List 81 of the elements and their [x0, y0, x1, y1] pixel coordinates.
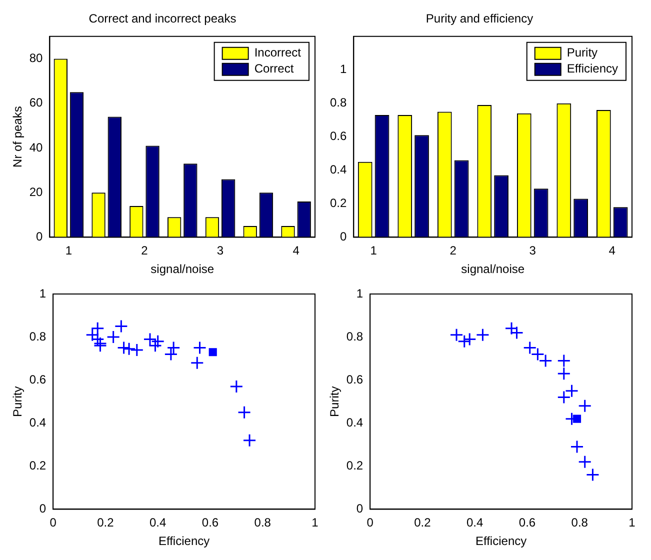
point	[190, 356, 204, 370]
y-tick-label: 20	[29, 184, 44, 199]
y-tick-label: 0.4	[346, 415, 364, 430]
point	[565, 384, 579, 398]
point	[151, 334, 165, 348]
y-tick-label: 0.4	[330, 162, 347, 177]
point	[476, 328, 490, 342]
point	[570, 440, 584, 454]
y-tick-label: 0	[356, 502, 364, 516]
legend-label: Correct	[254, 62, 294, 76]
x-axis-title: Efficiency	[475, 534, 527, 548]
x-tick-label: 1	[628, 516, 636, 530]
x-tick-label: 4	[608, 244, 616, 258]
x-tick-label: 1	[65, 244, 72, 258]
x-tick-label: 0	[366, 516, 374, 530]
x-tick-label: 2	[450, 244, 457, 258]
y-tick-label: 0.2	[346, 458, 364, 472]
y-tick-label: 0.2	[330, 196, 347, 210]
point	[114, 320, 128, 334]
y-tick-label: 60	[29, 96, 44, 110]
point	[578, 455, 592, 469]
point	[117, 341, 131, 355]
point	[557, 390, 571, 404]
x-tick-label: 4	[292, 244, 300, 258]
point	[230, 380, 244, 394]
point	[462, 332, 476, 346]
x-axis-title: signal/noise	[461, 262, 525, 276]
point	[557, 366, 571, 380]
y-axis-title: Purity	[328, 386, 342, 417]
point	[166, 341, 180, 355]
y-tick-label: 0.6	[29, 372, 46, 386]
point	[586, 468, 600, 482]
y-tick-label: 80	[29, 51, 44, 66]
point	[242, 434, 256, 448]
chart-title: Purity and efficiency	[426, 12, 534, 26]
legend-label: Purity	[566, 46, 598, 60]
y-axis-title: Purity	[10, 386, 25, 417]
point	[238, 406, 252, 420]
point	[193, 341, 207, 355]
point	[164, 348, 178, 362]
y-tick-label: 0.6	[346, 372, 364, 386]
x-axis-title: signal/noise	[150, 262, 214, 276]
point	[90, 322, 104, 336]
y-tick-label: 1	[39, 286, 46, 300]
point	[557, 354, 571, 368]
x-tick-label: 0.2	[97, 516, 114, 530]
legend-label: Incorrect	[254, 46, 302, 60]
y-tick-label: 0	[39, 502, 46, 516]
x-tick-label: 1	[312, 516, 319, 530]
y-tick-label: 0.6	[330, 129, 347, 144]
y-tick-label: 0.8	[346, 329, 364, 344]
point	[106, 330, 120, 344]
y-tick-label: 0.8	[29, 329, 46, 344]
y-tick-label: 0.8	[330, 96, 347, 110]
x-tick-label: 2	[141, 244, 148, 258]
y-tick-label: 1	[356, 286, 364, 300]
y-axis-title: Nr of peaks	[10, 106, 25, 168]
y-tick-label: 0.2	[29, 458, 46, 472]
x-tick-label: 0	[50, 516, 57, 530]
point	[208, 348, 217, 356]
y-tick-label: 40	[29, 140, 44, 154]
x-tick-label: 1	[370, 244, 378, 258]
y-tick-label: 0.4	[29, 415, 46, 430]
x-tick-label: 3	[216, 244, 224, 258]
point	[122, 342, 136, 356]
y-tick-label: 1	[340, 62, 347, 76]
point	[130, 343, 144, 357]
x-tick-label: 0.8	[571, 516, 588, 530]
x-tick-label: 0.6	[518, 516, 536, 530]
y-tick-label: 0	[340, 230, 347, 244]
chart-title: Correct and incorrect peaks	[88, 12, 236, 26]
y-tick-label: 0	[36, 230, 44, 244]
x-axis-title: Efficiency	[158, 534, 210, 548]
x-tick-label: 0.8	[254, 516, 272, 530]
point	[578, 399, 592, 413]
x-tick-label: 3	[529, 244, 536, 258]
x-tick-label: 0.2	[414, 516, 432, 530]
x-tick-label: 0.4	[150, 516, 167, 530]
x-tick-label: 0.4	[466, 516, 484, 530]
legend-label: Efficiency	[566, 62, 618, 76]
x-tick-label: 0.6	[202, 516, 219, 530]
